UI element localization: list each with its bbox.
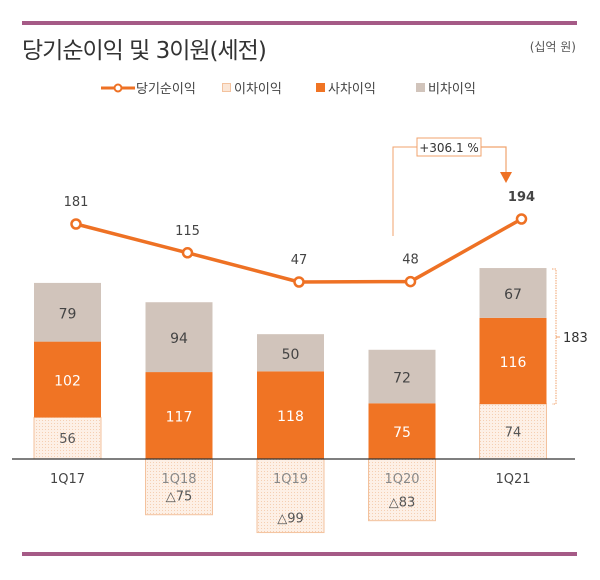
bar-mortality-margin <box>368 349 436 404</box>
net-income-label: 181 <box>64 195 89 210</box>
data-label: 117 <box>166 410 193 426</box>
data-label: 79 <box>59 306 77 322</box>
legend-item-expense: 사차이익 <box>316 78 376 97</box>
data-label: 116 <box>500 355 527 371</box>
net-income-point <box>181 247 194 259</box>
legend-item-mortality: 비차이익 <box>416 78 476 97</box>
line-marker-icon <box>101 83 135 92</box>
data-label: 67 <box>504 287 522 303</box>
bar-expense-margin <box>479 317 547 405</box>
x-tick-label: 1Q17 <box>50 472 85 487</box>
x-tick-label: 1Q18 <box>161 472 196 487</box>
data-label: 56 <box>59 432 76 447</box>
growth-arrow-icon <box>500 172 512 183</box>
swatch-icon <box>416 83 425 92</box>
chart-title: 당기순이익 및 3이원(세전) <box>22 38 267 64</box>
legend-item-interest: 이차이익 <box>222 78 282 97</box>
bar-interest-margin <box>256 458 325 534</box>
bar-mortality-margin <box>34 282 101 342</box>
legend-label: 당기순이익 <box>136 82 196 97</box>
net-income-point <box>404 275 417 288</box>
bar-expense-margin <box>368 403 436 459</box>
bar-mortality-margin <box>145 302 213 373</box>
net-income-point <box>70 218 82 230</box>
legend-label: 사차이익 <box>328 82 376 97</box>
bar-expense-margin <box>257 371 324 459</box>
net-income-label: 47 <box>291 253 308 268</box>
data-label: 50 <box>282 347 300 363</box>
data-label: 102 <box>54 373 81 389</box>
sum-bracket <box>552 268 557 405</box>
growth-label: +306.1 % <box>419 141 479 155</box>
swatch-icon <box>222 83 231 92</box>
bar-expense-margin <box>145 372 213 459</box>
growth-bracket-left <box>392 146 417 236</box>
x-tick-label: 1Q21 <box>495 472 530 487</box>
top-divider <box>22 21 577 25</box>
sum-label: 183 <box>563 331 588 346</box>
growth-bracket-right <box>481 146 507 173</box>
data-label: △83 <box>389 496 416 511</box>
net-income-point <box>293 276 305 288</box>
data-label: △99 <box>277 512 304 527</box>
data-label: △75 <box>166 490 193 505</box>
bottom-divider <box>22 552 577 556</box>
legend-label: 비차이익 <box>428 82 476 97</box>
x-tick-label: 1Q20 <box>384 472 419 487</box>
data-label: 74 <box>505 426 522 441</box>
net-income-label: 48 <box>402 253 419 268</box>
data-label: 94 <box>170 331 188 347</box>
legend-item-net-income: 당기순이익 <box>100 78 196 97</box>
growth-box <box>416 137 482 157</box>
bar-interest-margin <box>479 403 547 460</box>
legend-label: 이차이익 <box>234 82 282 97</box>
bar-mortality-margin <box>479 268 547 318</box>
net-income-line <box>75 217 523 284</box>
net-income-label: 194 <box>508 190 535 205</box>
net-income-label: 115 <box>175 224 200 239</box>
bar-mortality-margin <box>257 334 324 372</box>
data-label: 118 <box>277 409 304 425</box>
unit-label: (십억 원) <box>529 40 576 54</box>
data-label: 75 <box>393 425 411 441</box>
net-income-point <box>515 213 528 225</box>
bar-expense-margin <box>34 341 101 418</box>
data-label: 72 <box>393 371 411 387</box>
bar-interest-margin <box>368 458 436 522</box>
swatch-icon <box>316 83 325 92</box>
x-tick-label: 1Q19 <box>273 472 308 487</box>
bar-interest-margin <box>145 458 213 516</box>
